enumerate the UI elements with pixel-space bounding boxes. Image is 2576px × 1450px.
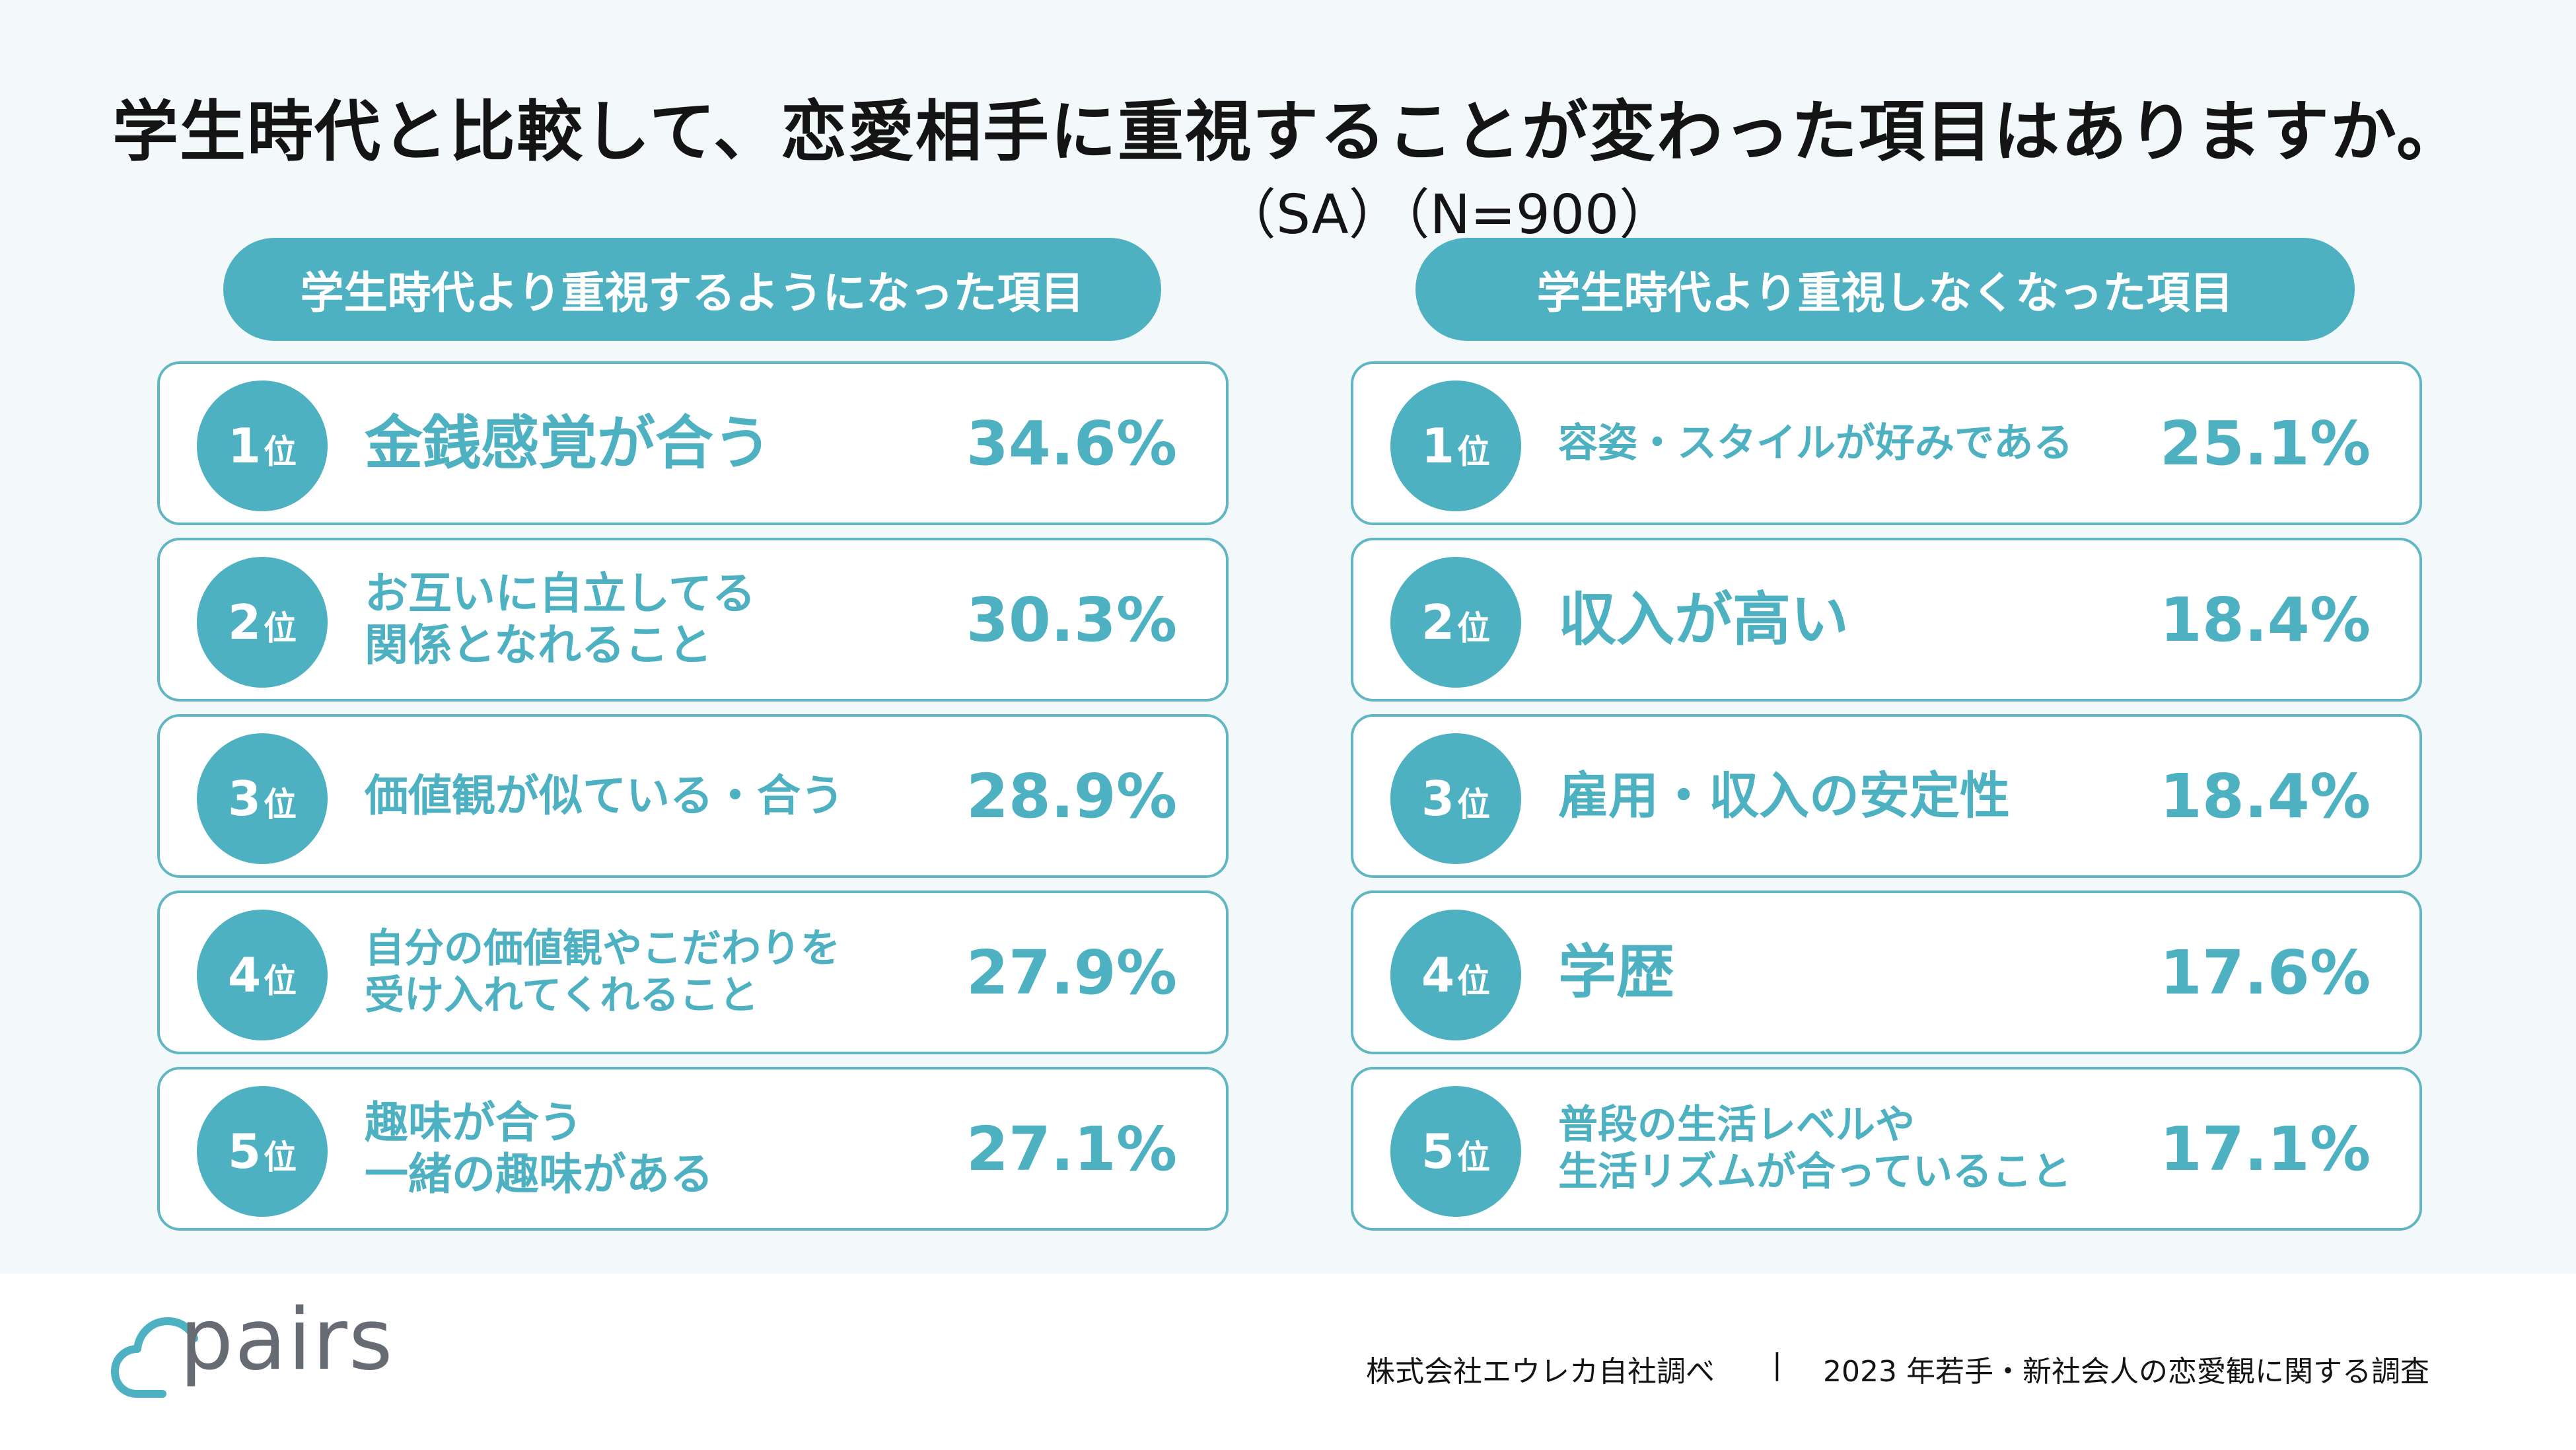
footer-source: 株式会社エウレカ自社調べ — [1366, 1355, 1715, 1389]
rank-number: 4 — [227, 947, 262, 1003]
item-label: 普段の生活レベルや 生活リズムが合っていること — [1558, 1102, 2071, 1195]
rank-unit: 位 — [1457, 962, 1491, 1000]
rank-number: 1 — [227, 418, 262, 474]
item-label: 金銭感覚が合う — [365, 409, 772, 478]
item-value: 30.3% — [966, 584, 1177, 655]
item-label: 容姿・スタイルが好みである — [1558, 419, 2073, 466]
page-title: 学生時代と比較して、恋愛相手に重視することが変わった項目はありますか。 — [112, 93, 2464, 170]
footer-survey: 2023 年若手・新社会人の恋愛観に関する調査 — [1823, 1355, 2429, 1389]
item-label: 自分の価値観やこだわりを 受け入れてくれること — [365, 925, 840, 1019]
item-value: 17.1% — [2159, 1113, 2371, 1184]
item-label: 雇用・収入の安定性 — [1558, 766, 2010, 826]
item-value: 18.4% — [2159, 760, 2371, 832]
item-value: 18.4% — [2159, 584, 2371, 655]
item-value: 25.1% — [2159, 408, 2371, 479]
rank-unit: 位 — [1457, 433, 1491, 471]
right-column-header: 学生時代より重視しなくなった項目 — [1415, 238, 2355, 341]
pairs-logo: pairs — [111, 1291, 415, 1407]
item-label: 収入が高い — [1558, 585, 1849, 654]
item-label: 価値観が似ている・合う — [365, 770, 844, 822]
rank-unit: 位 — [1457, 1138, 1491, 1177]
rank-number: 4 — [1421, 947, 1455, 1003]
rank-number: 2 — [1421, 595, 1455, 650]
item-value: 17.6% — [2159, 937, 2371, 1008]
rank-unit: 位 — [264, 785, 297, 824]
rank-number: 3 — [1421, 771, 1455, 826]
item-value: 27.9% — [966, 937, 1177, 1008]
rank-unit: 位 — [264, 609, 297, 647]
rank-unit: 位 — [1457, 785, 1491, 824]
item-value: 34.6% — [966, 408, 1177, 479]
left-column-header: 学生時代より重視するようになった項目 — [223, 238, 1161, 341]
cloud-icon — [111, 1317, 198, 1398]
item-label: 学歴 — [1558, 938, 1675, 1007]
rank-unit: 位 — [264, 433, 297, 471]
rank-number: 3 — [227, 771, 262, 826]
rank-number: 5 — [227, 1124, 262, 1179]
sample-size-note: （SA）（N=900） — [1222, 184, 1674, 246]
footer-separator: | — [1772, 1348, 1782, 1381]
rank-unit: 位 — [264, 1138, 297, 1177]
item-value: 27.1% — [966, 1113, 1177, 1184]
rank-number: 2 — [227, 595, 262, 650]
rank-number: 5 — [1421, 1124, 1455, 1179]
item-label: 趣味が合う 一緒の趣味がある — [365, 1097, 713, 1200]
rank-number: 1 — [1421, 418, 1455, 474]
rank-unit: 位 — [1457, 609, 1491, 647]
item-value: 28.9% — [966, 760, 1177, 832]
rank-unit: 位 — [264, 962, 297, 1000]
item-label: お互いに自立してる 関係となれること — [365, 568, 756, 671]
logo-text: pairs — [180, 1291, 394, 1389]
